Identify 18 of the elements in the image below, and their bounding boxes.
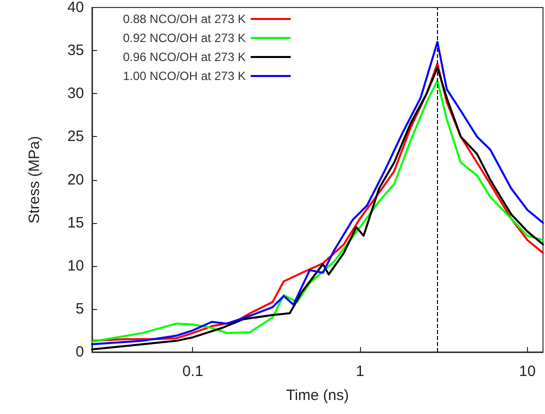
y-tick-label: 25 (67, 128, 84, 146)
legend-label: 1.00 NCO/OH at 273 K (122, 69, 246, 83)
legend-label: 0.96 NCO/OH at 273 K (122, 50, 246, 64)
y-tick-label: 0 (76, 344, 84, 360)
y-tick-label: 15 (67, 214, 84, 232)
y-tick-label: 20 (67, 171, 84, 188)
y-tick-label: 10 (67, 257, 84, 274)
x-axis-title: Time (ns) (286, 387, 349, 404)
legend-label: 0.92 NCO/OH at 273 K (122, 31, 246, 45)
x-tick-label: 1 (356, 363, 364, 380)
legend-label: 0.88 NCO/OH at 273 K (122, 12, 246, 26)
y-axis-title: Stress (MPa) (26, 136, 43, 224)
y-tick-label: 30 (67, 85, 84, 102)
y-tick-label: 35 (67, 42, 84, 60)
y-tick-label: 5 (76, 300, 84, 318)
x-tick-label: 10 (519, 363, 536, 380)
x-tick-label: 0.1 (182, 363, 204, 380)
y-tick-label: 40 (67, 0, 84, 16)
